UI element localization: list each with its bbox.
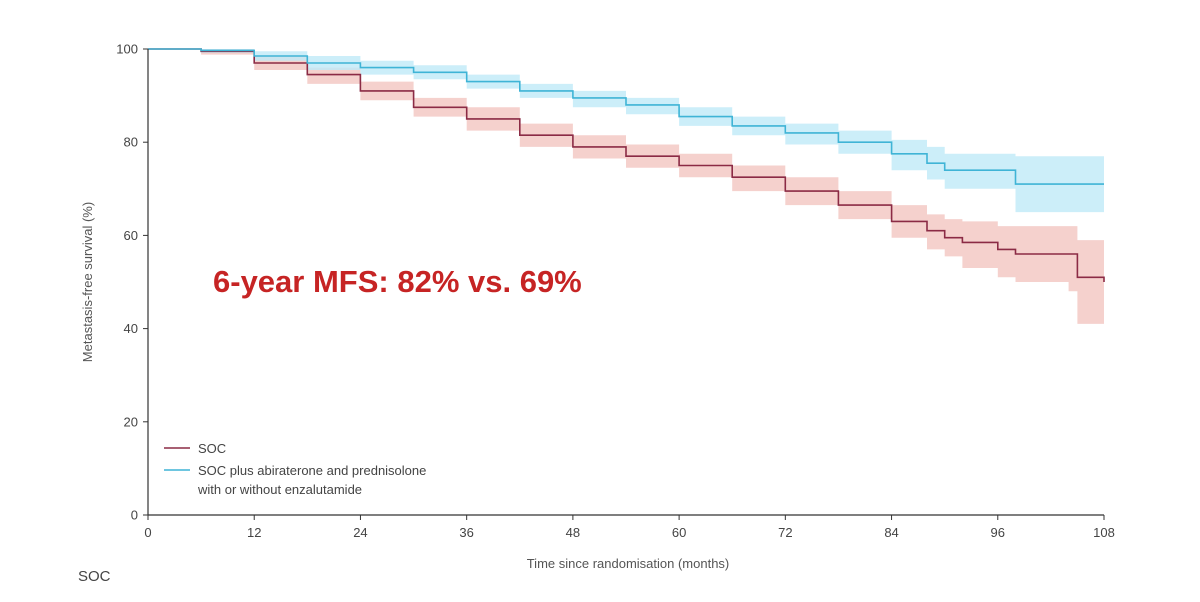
- x-tick-label: 24: [353, 525, 367, 540]
- y-tick-label: 40: [124, 321, 138, 336]
- curve-soc: [148, 48, 1105, 282]
- ci-band-combo: [148, 49, 1104, 213]
- mfs-annotation: 6-year MFS: 82% vs. 69%: [213, 264, 582, 299]
- x-tick-label: 0: [144, 525, 151, 540]
- survival-curves: [148, 48, 1105, 282]
- y-tick-label: 100: [116, 42, 138, 57]
- x-tick-label: 108: [1093, 525, 1115, 540]
- x-tick-label: 72: [778, 525, 792, 540]
- legend: SOC SOC plus abiraterone and prednisolon…: [164, 441, 426, 497]
- y-tick-label: 0: [131, 508, 138, 523]
- x-tick-label: 12: [247, 525, 261, 540]
- y-axis-title: Metastasis-free survival (%): [80, 202, 95, 362]
- y-tick-label: 80: [124, 135, 138, 150]
- legend-label-soc: SOC: [198, 441, 226, 456]
- x-tick-label: 48: [566, 525, 580, 540]
- legend-label-combo-line-1: SOC plus abiraterone and prednisolone: [198, 463, 426, 478]
- axes: [143, 48, 1105, 520]
- y-tick-label: 60: [124, 228, 138, 243]
- tick-labels: 0 12 24 36 48 60 72 84 96 108 0 20 40 60 80 100: [116, 42, 1115, 541]
- x-tick-label: 96: [991, 525, 1005, 540]
- curve-combo: [148, 48, 1104, 185]
- footer-fragment: SOC: [78, 568, 111, 585]
- x-axis-title: Time since randomisation (months): [527, 556, 730, 571]
- x-tick-label: 60: [672, 525, 686, 540]
- y-tick-label: 20: [124, 414, 138, 429]
- x-tick-label: 84: [884, 525, 898, 540]
- x-tick-label: 36: [459, 525, 473, 540]
- legend-label-combo-line-2: with or without enzalutamide: [197, 482, 362, 497]
- legend-label-combo: SOC plus abiraterone and prednisolone wit…: [197, 463, 426, 497]
